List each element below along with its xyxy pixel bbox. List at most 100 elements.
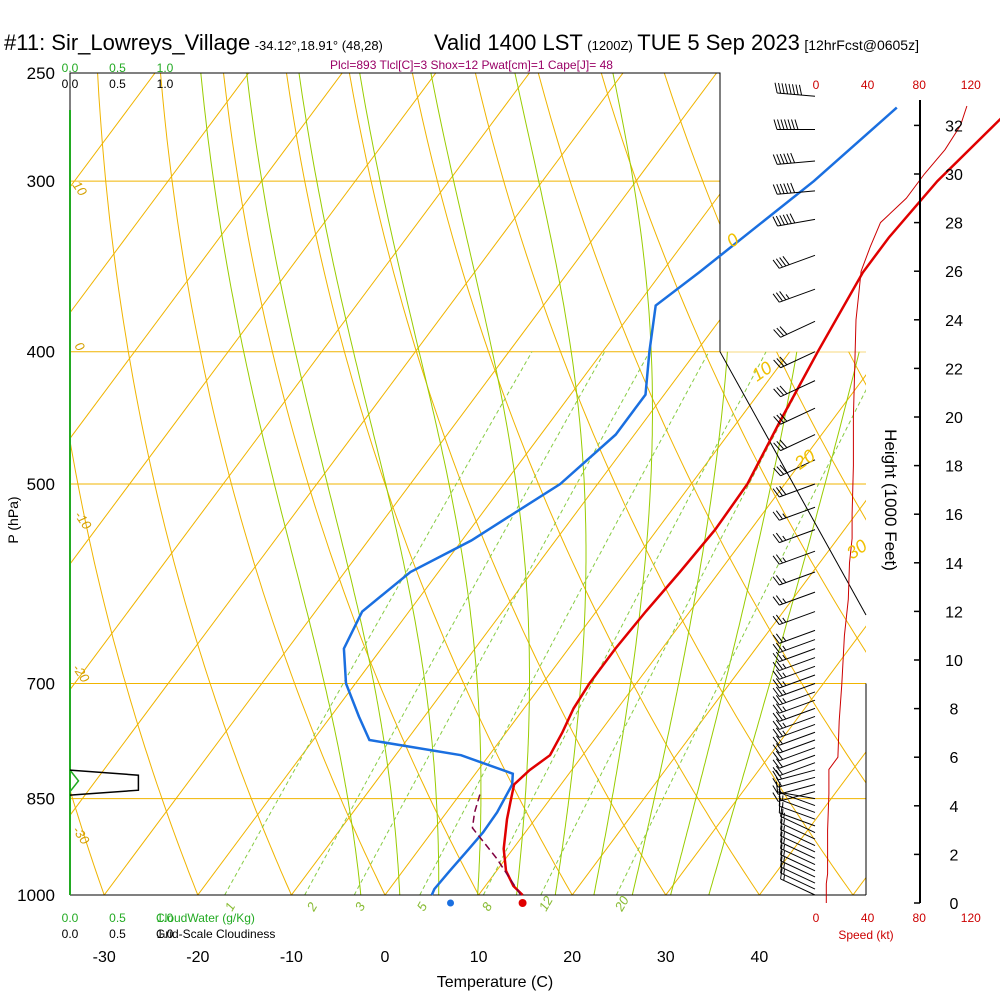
wind-barb-flag (772, 696, 780, 706)
wind-speed-line (825, 105, 968, 903)
height-tick-label: 4 (950, 799, 959, 816)
wind-barb-staff (779, 691, 816, 706)
temperature-tick-label: 40 (751, 949, 769, 966)
wind-barb-flag (779, 326, 788, 335)
wind-barb-flag (772, 712, 780, 722)
temperature-tick-label: -30 (93, 949, 116, 966)
valid-time-title: Valid 1400 LST (1200Z) TUE 5 Sep 2023 [1… (434, 30, 919, 56)
wind-barb-half-flag (782, 645, 787, 651)
wind-barb-staff (779, 288, 816, 303)
wind-barb-flag (775, 660, 783, 670)
speed-tick-bottom: 80 (913, 911, 927, 925)
wind-barb-staff (777, 190, 816, 195)
height-tick-label: 10 (945, 653, 963, 670)
temperature-tick-label: -20 (186, 949, 209, 966)
wind-barb-flag (776, 414, 785, 424)
wind-barb-half-flag (782, 722, 787, 728)
wind-barb (772, 791, 816, 802)
wind-barb-flag (773, 329, 781, 338)
pressure-tick-label: 300 (27, 172, 55, 191)
mixing-ratio-label: 12 (536, 893, 557, 914)
wind-barb (772, 739, 816, 754)
cloudiness-tick-top: 1.0 (157, 77, 174, 91)
wind-barb-flag (772, 752, 780, 761)
height-tick-label: 30 (945, 167, 963, 184)
temperature-tick-label: 30 (657, 949, 675, 966)
wind-barb-staff (780, 822, 816, 840)
wind-barb-flag (780, 812, 783, 824)
speed-tick-bottom: 0 (813, 911, 820, 925)
wind-barb (780, 812, 816, 840)
wind-barb-flag (779, 356, 788, 366)
height-tick-label: 28 (945, 216, 963, 233)
height-tick-label: 2 (950, 847, 959, 864)
wind-barb-flag (772, 785, 779, 795)
wind-barb-half-flag (783, 838, 785, 844)
dewpoint-line (342, 106, 898, 896)
wind-barb-flag (772, 728, 780, 738)
isotherm-line (550, 73, 866, 895)
wind-barb-flag (772, 792, 779, 802)
cloudiness-tick-bottom: 1.0 (157, 927, 174, 941)
wind-barb-flag (786, 183, 792, 194)
mixing-ratio-line (304, 351, 606, 895)
wind-barb-staff (780, 320, 816, 338)
wind-barb-flag (775, 743, 783, 753)
wind-barb-flag (782, 256, 790, 266)
main-plot-area (70, 73, 866, 895)
wind-barb (772, 657, 816, 672)
temperature-tick-label: -10 (280, 949, 303, 966)
wind-barb-staff (780, 841, 816, 859)
wind-barb-flag (788, 83, 792, 95)
wind-barb-flag (779, 215, 785, 225)
wind-barb-staff (778, 784, 816, 795)
wind-barb (780, 819, 816, 847)
wind-barb-half-flag (782, 578, 787, 583)
wind-barb-staff (779, 739, 816, 754)
cloudiness-line (69, 769, 140, 796)
wind-barb-half-flag (783, 850, 785, 857)
wind-barb-flag (772, 488, 780, 498)
wind-barb-flag (773, 416, 781, 425)
wind-barb-flag (772, 759, 780, 769)
wind-barb-flag (772, 576, 780, 586)
wind-barb-flag (775, 735, 783, 745)
wind-barb-staff (779, 792, 816, 807)
left-adiabat-label: -30 (70, 823, 94, 848)
wind-barb-flag (774, 82, 778, 94)
wind-barb-half-flag (782, 689, 787, 695)
wind-barb-half-flag (783, 857, 785, 863)
wind-barb-flag (772, 511, 780, 521)
wind-barb-flag (779, 153, 785, 164)
wind-barb (780, 862, 816, 890)
wind-barb-flag (782, 214, 789, 225)
left-adiabat-label: -20 (70, 661, 94, 686)
isotherm-line (70, 73, 642, 895)
wind-barb-staff (780, 407, 816, 425)
wind-barb-flag (772, 670, 780, 680)
moist-adiabat-line (198, 73, 364, 895)
wind-barb-flag (780, 825, 783, 836)
speed-tick-top: 40 (861, 78, 875, 92)
wind-barb-half-flag (782, 714, 787, 720)
mixing-ratio-label: 3 (352, 899, 369, 913)
wind-barb-staff (779, 674, 816, 689)
wind-barb-half-flag (782, 663, 787, 669)
height-tick-label: 26 (945, 264, 963, 281)
wind-barb-staff (777, 160, 816, 165)
wind-barb-staff (777, 92, 816, 97)
mixing-ratio-label: 2 (303, 899, 320, 914)
cloudiness-tick-bottom: 0.5 (109, 927, 126, 941)
wind-barb-flag (775, 258, 783, 268)
cloudiness-tick-top: 0.0 (62, 77, 79, 91)
standard-atmos-line (719, 351, 867, 616)
wind-barb-half-flag (782, 513, 787, 519)
wind-barb (773, 320, 816, 338)
isotherm-line (70, 73, 361, 895)
wind-barb-flag (779, 183, 785, 194)
wind-barb-half-flag (782, 598, 787, 604)
wind-barb-half-flag (782, 706, 787, 712)
wind-barb-flag (775, 703, 783, 713)
wind-barb (772, 571, 816, 586)
pressure-tick-label: 500 (27, 475, 55, 494)
